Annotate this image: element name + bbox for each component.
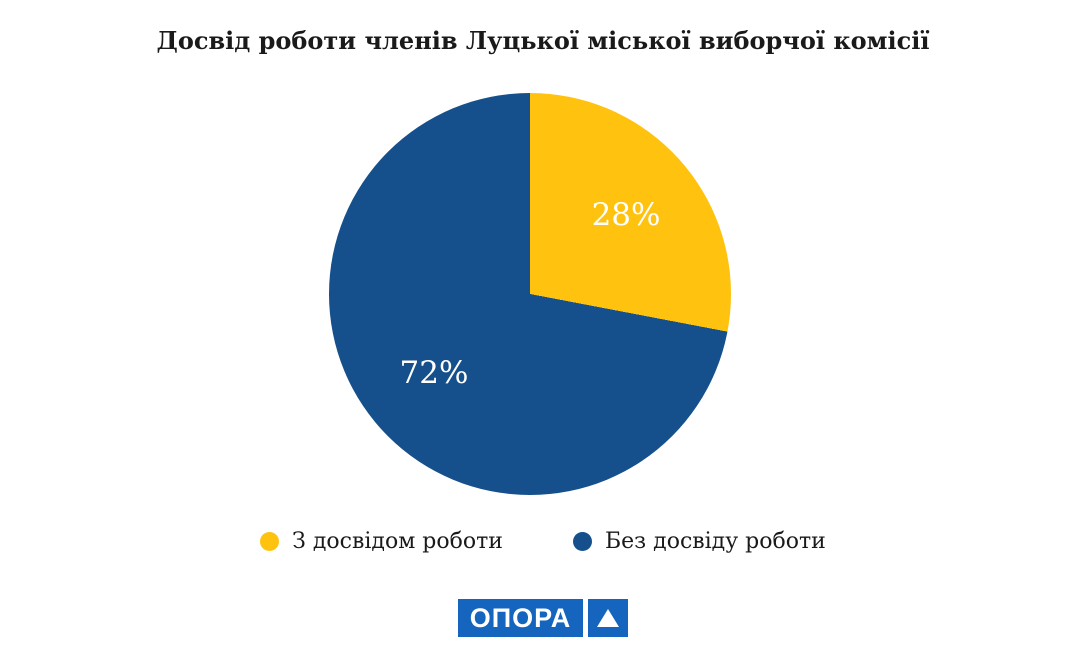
logo-triangle-icon — [588, 599, 629, 637]
legend-item: Без досвіду роботи — [572, 529, 826, 554]
legend-label: Без досвіду роботи — [604, 529, 826, 554]
legend-item: З досвідом роботи — [260, 529, 503, 554]
pie-value-label: 28% — [591, 196, 661, 233]
legend-swatch-icon — [572, 532, 592, 551]
opora-logo: ОПОРА — [0, 599, 1086, 637]
pie-value-label: 72% — [399, 355, 469, 392]
page-title: Досвід роботи членів Луцької міської виб… — [156, 26, 930, 55]
legend-swatch-icon — [260, 532, 280, 551]
legend-label: З досвідом роботи — [292, 529, 503, 554]
pie-chart: 28% 72% — [329, 93, 731, 495]
legend: З досвідом роботи Без досвіду роботи — [0, 529, 1086, 554]
logo-text: ОПОРА — [457, 599, 584, 637]
